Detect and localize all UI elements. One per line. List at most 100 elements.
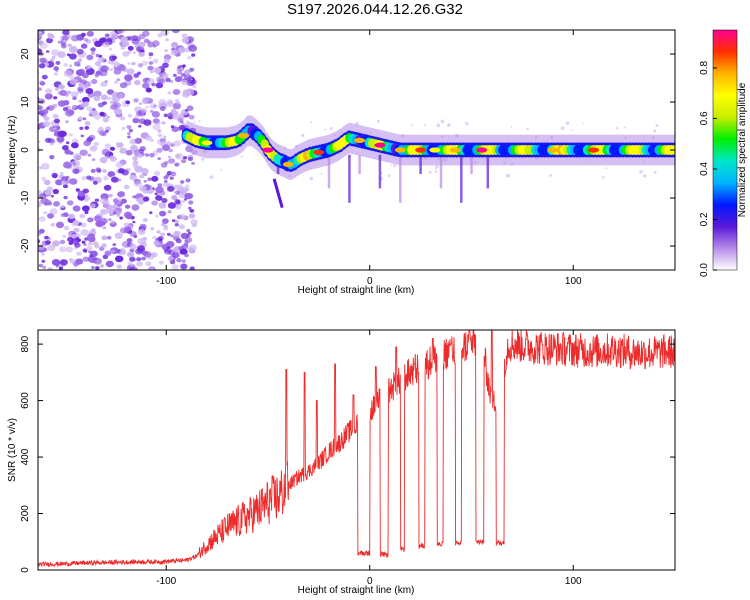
- noise-speck: [53, 127, 57, 130]
- noise-speck: [174, 223, 179, 227]
- noise-speck: [192, 85, 197, 89]
- noise-speck: [145, 153, 150, 157]
- noise-speck: [51, 49, 60, 56]
- noise-speck: [61, 176, 68, 182]
- noise-speck: [158, 202, 167, 209]
- noise-speck: [157, 129, 162, 133]
- noise-speck: [39, 57, 47, 64]
- noise-speck: [161, 121, 166, 125]
- noise-speck: [143, 119, 152, 126]
- noise-speck: [175, 153, 184, 160]
- noise-speck: [69, 64, 73, 68]
- noise-speck: [436, 123, 441, 128]
- noise-speck: [129, 243, 137, 250]
- noise-speck: [148, 52, 154, 57]
- noise-speck: [127, 62, 131, 65]
- noise-speck: [170, 49, 178, 56]
- noise-speck: [184, 184, 190, 189]
- noise-speck: [87, 153, 92, 157]
- noise-speck: [132, 97, 140, 103]
- noise-speck: [93, 141, 100, 147]
- noise-speck: [127, 135, 131, 139]
- noise-speck: [162, 144, 171, 151]
- noise-speck: [167, 202, 177, 209]
- noise-speck: [188, 114, 195, 120]
- noise-speck: [166, 246, 171, 250]
- noise-speck: [38, 216, 46, 222]
- noise-speck: [39, 81, 46, 86]
- noise-speck: [157, 133, 163, 138]
- noise-speck: [179, 203, 183, 206]
- noise-speck: [93, 90, 102, 97]
- noise-speck: [83, 87, 87, 90]
- heatmap-ylabel: Frequency (Hz): [7, 116, 18, 185]
- trace-hotspot: [333, 142, 345, 148]
- noise-speck: [57, 100, 66, 107]
- noise-speck: [240, 155, 243, 158]
- noise-speck: [92, 180, 98, 185]
- noise-speck: [61, 180, 67, 185]
- noise-speck: [160, 30, 169, 37]
- noise-speck: [117, 142, 124, 148]
- noise-speck: [101, 235, 108, 241]
- noise-speck: [90, 168, 96, 173]
- noise-speck: [159, 106, 166, 112]
- noise-speck: [180, 232, 189, 240]
- noise-speck: [173, 140, 182, 147]
- noise-speck: [60, 205, 65, 209]
- x-tick-label: -100: [156, 576, 176, 587]
- noise-speck: [127, 45, 134, 51]
- noise-speck: [153, 170, 161, 176]
- noise-speck: [141, 97, 150, 104]
- noise-speck: [42, 265, 47, 269]
- noise-speck: [177, 65, 183, 69]
- colorbar-tick-label: 0.4: [699, 162, 710, 176]
- noise-speck: [565, 121, 570, 125]
- noise-speck: [134, 79, 141, 86]
- noise-speck: [151, 252, 158, 258]
- noise-speck: [135, 110, 143, 117]
- noise-speck: [157, 121, 161, 125]
- noise-speck: [72, 205, 81, 212]
- noise-speck: [106, 235, 112, 240]
- noise-speck: [124, 204, 131, 209]
- noise-speck: [113, 80, 119, 84]
- colorbar-gradient: [712, 29, 738, 271]
- noise-speck: [162, 135, 167, 139]
- noise-speck: [172, 102, 181, 110]
- noise-speck: [149, 153, 155, 158]
- noise-speck: [104, 250, 112, 256]
- snr-xlabel: Height of straight line (km): [298, 585, 415, 596]
- noise-speck: [133, 267, 138, 270]
- noise-speck: [188, 200, 194, 205]
- noise-speck: [102, 101, 107, 105]
- noise-speck: [43, 179, 51, 186]
- heatmap-trace: [181, 115, 675, 209]
- noise-speck: [176, 258, 182, 263]
- noise-speck: [105, 260, 114, 268]
- noise-speck: [186, 105, 194, 111]
- noise-speck: [64, 109, 74, 117]
- noise-speck: [90, 51, 96, 55]
- noise-speck: [102, 41, 110, 48]
- noise-speck: [70, 34, 80, 42]
- noise-speck: [55, 60, 61, 65]
- noise-speck: [72, 168, 80, 175]
- noise-speck: [94, 244, 100, 249]
- noise-speck: [153, 45, 157, 48]
- noise-speck: [38, 263, 43, 268]
- noise-speck: [82, 205, 90, 212]
- noise-speck: [150, 109, 154, 113]
- snr-series: [38, 330, 675, 568]
- noise-speck: [67, 43, 72, 47]
- noise-speck: [100, 218, 108, 224]
- y-tick-label: -20: [20, 238, 31, 253]
- noise-speck: [167, 91, 172, 95]
- noise-speck: [163, 113, 169, 118]
- noise-speck: [117, 93, 124, 99]
- noise-speck: [167, 256, 174, 262]
- noise-speck: [320, 173, 323, 175]
- noise-speck: [131, 204, 140, 211]
- noise-speck: [101, 243, 107, 248]
- noise-speck: [151, 175, 159, 182]
